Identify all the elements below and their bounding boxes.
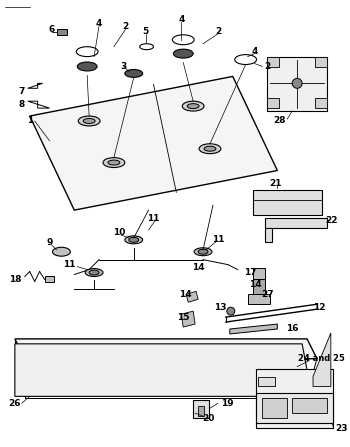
Text: 24 and 25: 24 and 25 (299, 354, 345, 363)
Text: 6: 6 (48, 25, 55, 34)
Ellipse shape (85, 269, 103, 277)
Polygon shape (30, 76, 277, 210)
Bar (267, 57, 327, 111)
Text: 23: 23 (336, 424, 348, 433)
Ellipse shape (227, 307, 235, 315)
Text: 14: 14 (192, 263, 204, 272)
Polygon shape (258, 376, 275, 387)
Ellipse shape (108, 160, 120, 165)
Text: 4: 4 (251, 47, 258, 56)
Text: 27: 27 (261, 290, 274, 299)
Text: 11: 11 (63, 260, 76, 269)
Polygon shape (267, 98, 279, 108)
Polygon shape (267, 57, 279, 67)
Ellipse shape (172, 35, 194, 45)
Ellipse shape (194, 248, 212, 256)
Polygon shape (265, 228, 272, 242)
Ellipse shape (199, 144, 221, 154)
Ellipse shape (78, 116, 100, 126)
Polygon shape (181, 311, 195, 327)
Text: 26: 26 (9, 399, 21, 408)
Ellipse shape (198, 249, 208, 254)
Ellipse shape (173, 49, 193, 58)
Text: 17: 17 (244, 268, 257, 277)
Polygon shape (292, 398, 327, 413)
Text: 4: 4 (178, 16, 184, 25)
Bar (57, 29, 67, 35)
Polygon shape (315, 98, 327, 108)
Text: 11: 11 (147, 214, 160, 223)
Ellipse shape (204, 146, 216, 151)
Text: 9: 9 (46, 238, 53, 247)
Text: 3: 3 (121, 62, 127, 71)
Polygon shape (15, 339, 317, 358)
Polygon shape (256, 393, 333, 423)
Ellipse shape (83, 118, 95, 123)
Polygon shape (253, 190, 322, 215)
Polygon shape (15, 344, 312, 396)
Text: 7: 7 (19, 87, 25, 96)
Polygon shape (265, 218, 327, 228)
Text: 2: 2 (215, 27, 221, 36)
Ellipse shape (103, 158, 125, 168)
Ellipse shape (125, 236, 143, 244)
Ellipse shape (235, 55, 257, 64)
Ellipse shape (292, 78, 302, 89)
Ellipse shape (52, 247, 70, 256)
Text: 14: 14 (249, 280, 262, 289)
Ellipse shape (89, 270, 99, 275)
Polygon shape (313, 333, 331, 387)
Text: 1: 1 (27, 117, 33, 126)
Text: 4: 4 (96, 19, 102, 29)
Text: 10: 10 (113, 228, 125, 237)
Polygon shape (253, 279, 265, 294)
Polygon shape (248, 294, 271, 304)
Polygon shape (315, 57, 327, 67)
Text: 19: 19 (222, 399, 234, 408)
Text: 28: 28 (273, 117, 286, 126)
Text: 16: 16 (286, 325, 299, 333)
Ellipse shape (125, 69, 143, 77)
Bar (256, 369, 333, 428)
Text: 22: 22 (326, 215, 338, 224)
Polygon shape (230, 324, 277, 334)
Text: 5: 5 (142, 27, 149, 36)
Polygon shape (262, 398, 287, 418)
Text: 13: 13 (214, 303, 226, 312)
Text: 21: 21 (269, 179, 282, 188)
Ellipse shape (76, 46, 98, 57)
Text: 18: 18 (9, 275, 21, 284)
Text: 20: 20 (202, 413, 214, 423)
Polygon shape (253, 268, 265, 279)
Text: 11: 11 (212, 235, 224, 245)
Ellipse shape (140, 44, 154, 50)
Text: 2: 2 (122, 22, 129, 31)
Text: 12: 12 (313, 303, 325, 312)
Ellipse shape (182, 101, 204, 111)
Polygon shape (186, 291, 198, 302)
Ellipse shape (129, 237, 139, 242)
Ellipse shape (77, 62, 97, 71)
Text: 15: 15 (177, 312, 189, 321)
Bar (198, 406, 204, 416)
Polygon shape (44, 277, 55, 283)
Text: 8: 8 (19, 100, 25, 109)
Text: 14: 14 (179, 290, 191, 299)
Bar (193, 401, 209, 418)
Text: 2: 2 (264, 62, 271, 71)
Ellipse shape (187, 104, 199, 109)
